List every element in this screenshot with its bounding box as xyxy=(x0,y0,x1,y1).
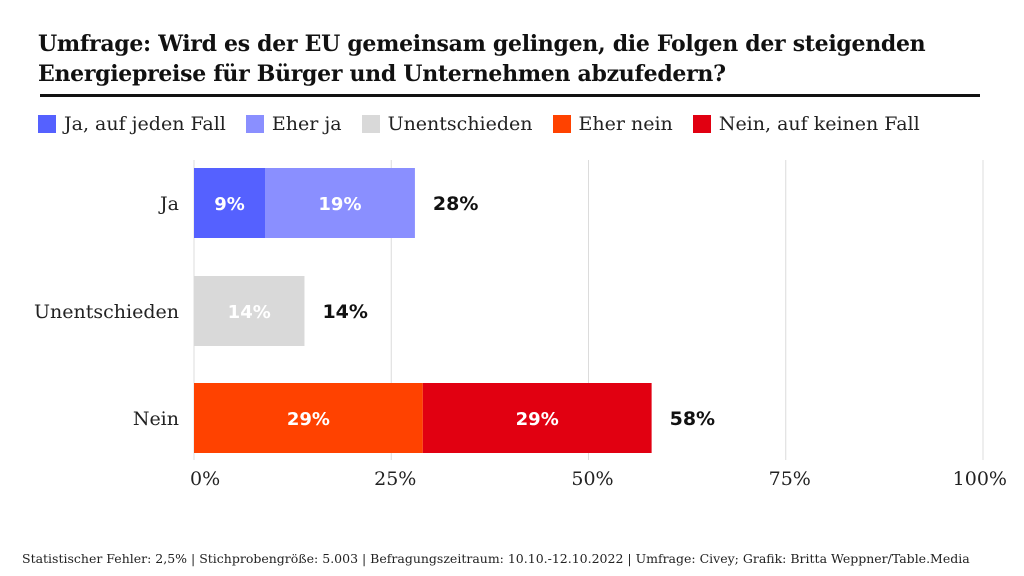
category-label: Unentschieden xyxy=(34,301,179,323)
x-tick-label: 0% xyxy=(190,468,220,490)
segment-value-label: 14% xyxy=(228,302,271,323)
x-tick-label: 75% xyxy=(769,468,811,490)
x-tick-label: 50% xyxy=(571,468,613,490)
legend-item-eher-nein: Eher nein xyxy=(552,113,673,135)
legend-swatch xyxy=(361,115,380,133)
total-value-label: 58% xyxy=(670,408,715,430)
legend-label: Ja, auf jeden Fall xyxy=(64,113,226,135)
segment-value-label: 29% xyxy=(287,409,330,430)
segment-value-label: 29% xyxy=(516,409,559,430)
legend-label: Nein, auf keinen Fall xyxy=(718,113,920,135)
legend-label: Unentschieden xyxy=(387,113,533,135)
x-tick-label: 100% xyxy=(953,468,1007,490)
legend-label: Eher ja xyxy=(271,113,342,135)
legend-swatch xyxy=(552,115,571,133)
legend-item-eher-ja: Eher ja xyxy=(245,113,342,135)
total-value-label: 28% xyxy=(433,193,478,215)
legend-swatch xyxy=(692,115,711,133)
legend-item-ja-auf-jeden-fall: Ja, auf jeden Fall xyxy=(38,113,226,135)
x-tick-label: 25% xyxy=(374,468,416,490)
legend-label: Eher nein xyxy=(578,113,673,135)
segment-value-label: 19% xyxy=(318,194,361,215)
category-label: Ja xyxy=(158,193,179,215)
total-value-label: 14% xyxy=(322,301,367,323)
chart-title: Umfrage: Wird es der EU gemeinsam geling… xyxy=(38,31,926,87)
legend-item-unentschieden: Unentschieden xyxy=(361,113,533,135)
legend-item-nein-auf-keinen-fall: Nein, auf keinen Fall xyxy=(692,113,920,135)
legend-swatch xyxy=(245,115,264,133)
bar-segment xyxy=(194,383,423,453)
title-divider xyxy=(40,94,980,97)
legend: Ja, auf jeden Fall Eher ja Unentschieden… xyxy=(38,110,940,138)
source-footer: Statistischer Fehler: 2,5% | Stichproben… xyxy=(22,551,970,566)
bar-segment xyxy=(194,276,305,346)
segment-value-label: 9% xyxy=(214,194,245,215)
bar-segment xyxy=(422,383,652,453)
legend-swatch xyxy=(38,115,56,133)
category-label: Nein xyxy=(133,408,179,430)
bar-segment xyxy=(265,168,415,238)
bar-segment xyxy=(194,168,266,238)
